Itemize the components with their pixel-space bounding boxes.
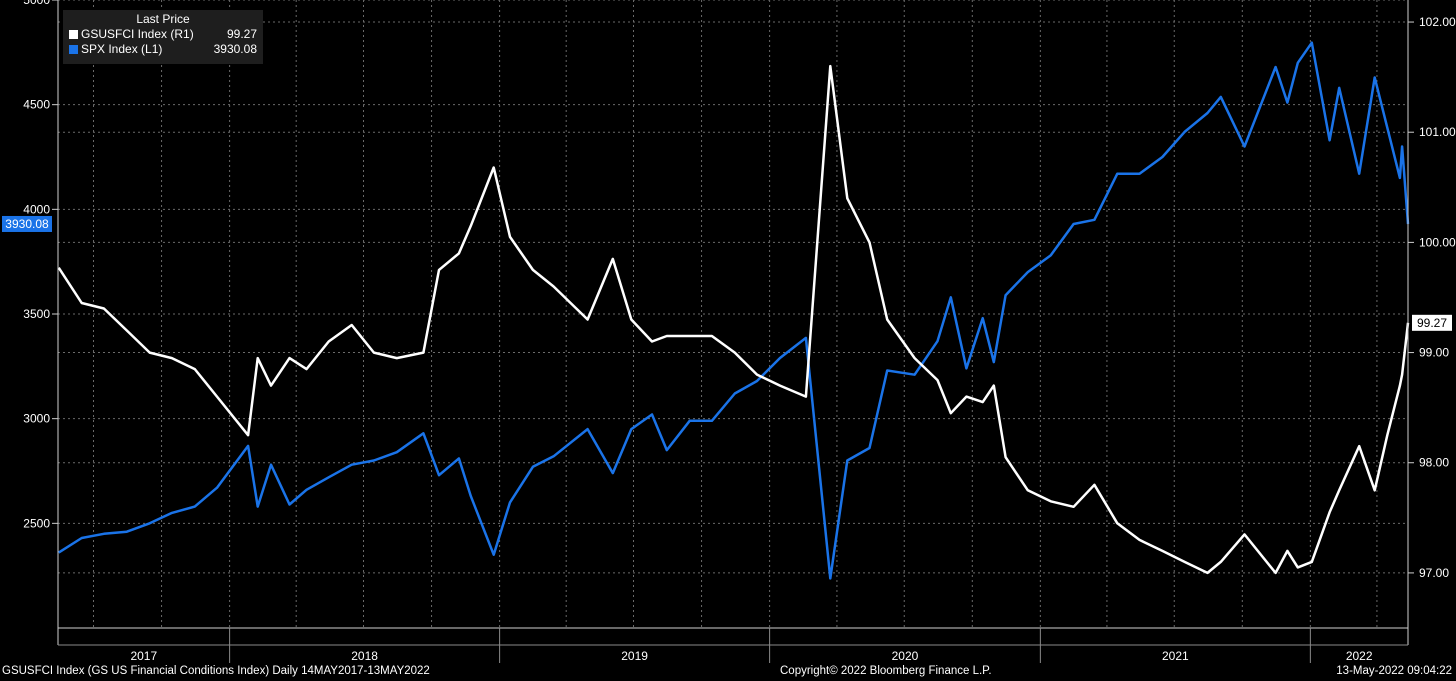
axes — [57, 0, 1409, 646]
legend-item-gsusfci[interactable]: GSUSFCI Index (R1) 99.27 — [63, 27, 263, 42]
x-year-label: 2019 — [621, 649, 648, 663]
legend-box: Last Price GSUSFCI Index (R1) 99.27 SPX … — [63, 10, 263, 64]
right-tick-label: 99.00 — [1419, 346, 1449, 360]
legend-item-spx[interactable]: SPX Index (L1) 3930.08 — [63, 42, 263, 57]
series-layer — [57, 41, 1410, 580]
x-year-label: 2018 — [351, 649, 378, 663]
left-tick-label: 4000 — [23, 202, 50, 216]
footer-timestamp: 13-May-2022 09:04:22 — [1336, 665, 1452, 677]
last-value-labels: 3930.08 99.27 — [2, 215, 1452, 331]
legend-header: Last Price — [136, 12, 190, 26]
legend-name: GSUSFCI Index (R1) — [81, 27, 194, 41]
left-axis-ticks: 5000 4500 4000 3500 3000 2500 — [23, 0, 58, 530]
legend-value: 3930.08 — [213, 42, 257, 56]
grid — [58, 0, 1408, 628]
series-line-spx — [58, 41, 1410, 580]
last-value-tag-gsusfci — [1412, 314, 1452, 331]
footer-description: GSUSFCI Index (GS US Financial Condition… — [2, 665, 430, 677]
legend-swatch-spx — [69, 45, 78, 54]
left-tick-label: 2500 — [23, 516, 50, 530]
right-tick-label: 97.00 — [1419, 566, 1449, 580]
x-axis-labels: 2017 2018 2019 2020 2021 2022 — [130, 628, 1373, 663]
left-tick-label: 5000 — [23, 0, 50, 7]
series-line-gsusfci — [57, 64, 1410, 575]
left-tick-label: 4500 — [23, 98, 50, 112]
right-tick-label: 98.00 — [1419, 456, 1449, 470]
x-year-label: 2022 — [1346, 649, 1373, 663]
x-year-label: 2021 — [1162, 649, 1189, 663]
last-value-tag-spx — [2, 215, 52, 232]
right-tick-label: 102.00 — [1419, 15, 1456, 29]
x-year-label: 2020 — [892, 649, 919, 663]
legend-value: 99.27 — [226, 27, 257, 41]
right-tick-label: 101.00 — [1419, 125, 1456, 139]
right-axis-ticks: 102.00 101.00 100.00 99.00 98.00 97.00 — [1408, 15, 1456, 580]
left-tick-label: 3000 — [23, 412, 50, 426]
last-value-label-gsusfci: 99.27 — [1417, 316, 1447, 330]
x-year-label: 2017 — [130, 649, 157, 663]
last-value-label-spx: 3930.08 — [5, 217, 49, 231]
legend-swatch-gsusfci — [69, 30, 78, 39]
left-tick-label: 3500 — [23, 307, 50, 321]
legend-name: SPX Index (L1) — [81, 42, 163, 56]
footer-copyright: Copyright© 2022 Bloomberg Finance L.P. — [780, 665, 992, 677]
right-tick-label: 100.00 — [1419, 235, 1456, 249]
